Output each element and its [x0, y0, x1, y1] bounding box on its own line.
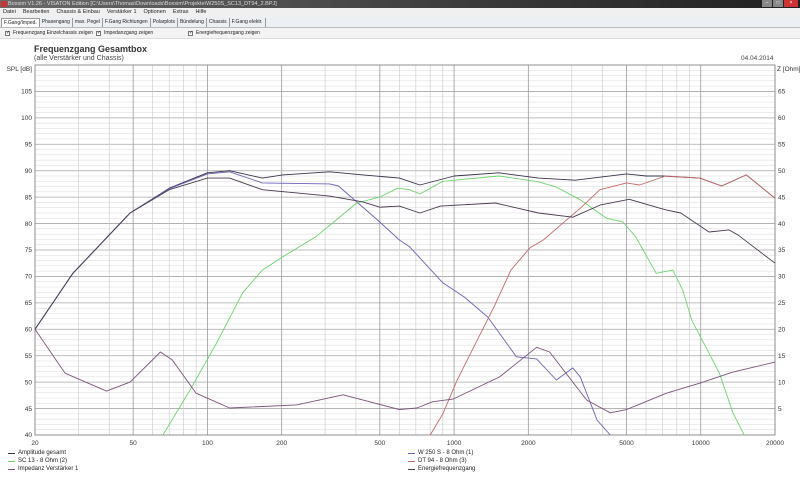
x-tick-label: 10000 [692, 440, 710, 447]
legend-label: W 250 S - 8 Ohm (1) [418, 450, 474, 456]
menu-datei[interactable]: Datei [3, 9, 16, 15]
y2-tick-label: 30 [778, 274, 786, 281]
y-tick-label: 90 [25, 168, 33, 175]
y-tick-label: 95 [25, 141, 33, 148]
checkbox-energiefrequenzgang[interactable]: ✓ Energiefrequenzgang zeigen [188, 28, 260, 39]
menu-hilfe[interactable]: Hilfe [195, 9, 207, 15]
series-line-w-250-s-8-ohm-1- [34, 171, 611, 436]
y2-tick-label: 10 [778, 379, 786, 386]
maximize-button[interactable]: □ [773, 0, 783, 7]
legend-swatch [408, 468, 415, 470]
tab-phasengang[interactable]: Phasengang [40, 18, 73, 27]
series-line-sc-13-8-ohm-2- [162, 175, 745, 436]
close-button[interactable]: × [784, 0, 798, 7]
legend-label: SC 13 - 8 Ohm (2) [18, 458, 68, 464]
legend-swatch [408, 452, 415, 454]
x-tick-label: 20000 [766, 440, 784, 447]
menu-verstaerker[interactable]: Verstärker 1 [106, 9, 137, 15]
y-tick-label: 70 [25, 274, 33, 281]
title-bar: Boxsim V1.26 - VISATON Edition [C:\Users… [0, 0, 800, 8]
y-tick-label: 75 [25, 247, 33, 254]
series-line-impedanz-verst-rker-1 [34, 329, 776, 414]
x-tick-label: 2000 [521, 440, 536, 447]
y2-tick-label: 40 [778, 221, 786, 228]
checkbox-label: Impedanzgang zeigen [104, 30, 154, 36]
legend-item: W 250 S - 8 Ohm (1) [408, 449, 473, 457]
legend-label: Amplitude gesamt [18, 450, 67, 456]
checkbox-label: Frequenzgang Einzelchassis zeigen [13, 30, 94, 36]
y2-axis-label: Z [Ohm] [777, 66, 800, 73]
y-tick-label: 55 [25, 353, 33, 360]
y-tick-label: 80 [25, 221, 33, 228]
x-tick-label: 50 [130, 440, 138, 447]
y-tick-label: 100 [21, 115, 32, 122]
options-row: ✓ Frequenzgang Einzelchassis zeigen ✓ Impe… [0, 28, 800, 39]
y2-tick-label: 65 [778, 89, 786, 96]
x-tick-label: 5000 [619, 440, 634, 447]
chart-date: 04.04.2014 [741, 55, 774, 62]
y2-tick-label: 20 [778, 326, 786, 333]
y2-tick-label: 15 [778, 353, 786, 360]
x-tick-label: 100 [202, 440, 213, 447]
menu-extras[interactable]: Extras [172, 9, 189, 15]
x-tick-label: 20 [31, 440, 39, 447]
checkbox-label: Energiefrequenzgang zeigen [196, 30, 260, 36]
legend-swatch [8, 468, 15, 470]
legend-swatch [8, 452, 15, 454]
menu-bar: Datei Bearbeiten Chassis & Einbau Verstä… [0, 8, 800, 17]
legend-item: DT 94 - 8 Ohm (3) [408, 457, 467, 465]
x-tick-label: 200 [276, 440, 287, 447]
y2-tick-label: 60 [778, 115, 786, 122]
y2-tick-label: 45 [778, 194, 786, 201]
legend-swatch [408, 460, 415, 462]
app-icon [1, 1, 7, 7]
y2-tick-label: 25 [778, 300, 786, 307]
y-tick-label: 60 [25, 326, 33, 333]
legend-swatch [8, 460, 15, 462]
checkbox-box[interactable]: ✓ [5, 30, 11, 36]
y2-tick-label: 5 [778, 406, 782, 413]
chart-subtitle: (alle Verstärker und Chassis) [34, 55, 124, 62]
legend-label: Energiefrequenzgang [418, 466, 476, 472]
y2-tick-label: 35 [778, 247, 786, 254]
menu-chassis-einbau[interactable]: Chassis & Einbau [56, 9, 100, 15]
y-tick-label: 65 [25, 300, 33, 307]
tab-fgang-elektr[interactable]: F.Gang elektr. [230, 18, 266, 27]
legend-item: Amplitude gesamt [8, 449, 66, 457]
x-tick-label: 1000 [447, 440, 462, 447]
checkbox-box[interactable]: ✓ [96, 30, 102, 36]
y-tick-label: 50 [25, 379, 33, 386]
checkbox-einzelchassis[interactable]: ✓ Frequenzgang Einzelchassis zeigen [5, 28, 93, 39]
tab-buendelung[interactable]: Bündelung [178, 18, 207, 27]
legend-label: Impedanz Verstärker 1 [18, 466, 79, 472]
x-tick-label: 500 [374, 440, 385, 447]
y2-tick-label: 50 [778, 168, 786, 175]
y-tick-label: 105 [21, 89, 32, 96]
y-tick-label: 45 [25, 406, 33, 413]
menu-optionen[interactable]: Optionen [143, 9, 166, 15]
tab-fgang-richtungen[interactable]: F.Gang Richtungen [103, 18, 151, 27]
plot-frame [34, 64, 776, 436]
menu-bearbeiten[interactable]: Bearbeiten [22, 9, 50, 15]
legend-item: SC 13 - 8 Ohm (2) [8, 457, 67, 465]
checkbox-box[interactable]: ✓ [188, 30, 194, 36]
tab-max-pegel[interactable]: max. Pegel [73, 18, 103, 27]
legend-label: DT 94 - 8 Ohm (3) [418, 458, 467, 464]
window-title: Boxsim V1.26 - VISATON Edition [C:\Users… [8, 1, 277, 7]
y-tick-label: 85 [25, 194, 33, 201]
legend-item: Energiefrequenzgang [408, 465, 475, 473]
tab-fgang-imped[interactable]: F.Gang/Imped. [1, 18, 40, 27]
y-tick-label: 40 [25, 432, 33, 439]
y-axis-label: SPL [dB] [7, 66, 33, 73]
series-line-energiefrequenzgang [34, 177, 776, 330]
tab-polarplots[interactable]: Polarplots [151, 18, 178, 27]
tab-chassis[interactable]: Chassis [207, 18, 230, 27]
y2-tick-label: 55 [778, 141, 786, 148]
chart-title: Frequenzgang Gesamtbox [34, 44, 148, 54]
minimize-button[interactable]: – [762, 0, 772, 7]
checkbox-impedanzgang[interactable]: ✓ Impedanzgang zeigen [96, 28, 153, 39]
legend-item: Impedanz Verstärker 1 [8, 465, 78, 473]
tab-bar: F.Gang/Imped. Phasengang max. Pegel F.Ga… [0, 17, 800, 28]
